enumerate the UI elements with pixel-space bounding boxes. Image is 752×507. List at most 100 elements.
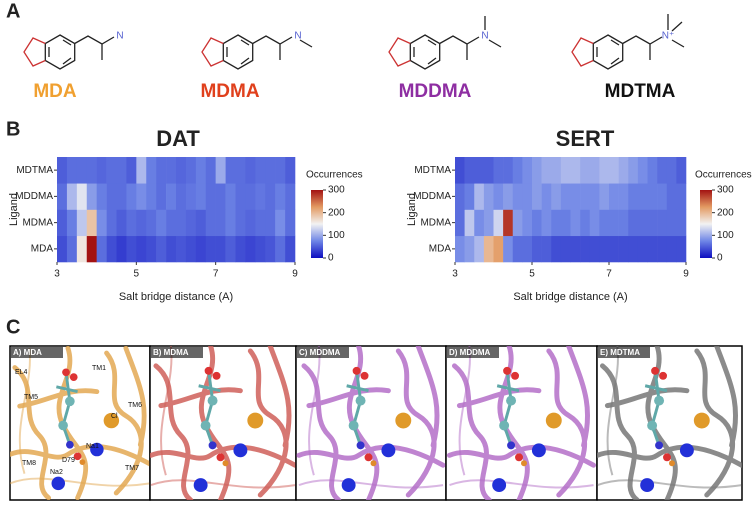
heat-cell	[245, 183, 256, 210]
y-tick-label: MDMA	[420, 217, 451, 228]
heat-cell	[275, 183, 286, 210]
y-tick-label: MDTMA	[414, 165, 451, 176]
colorbar	[311, 190, 323, 258]
heat-cell	[166, 235, 177, 263]
heat-cell	[618, 209, 629, 237]
heat-cell	[265, 235, 276, 263]
heat-cell	[618, 183, 629, 210]
heat-cell	[275, 157, 286, 184]
heat-cell	[609, 209, 619, 237]
heat-cell	[560, 157, 571, 184]
heat-cell	[86, 209, 97, 237]
heat-cell	[628, 157, 639, 184]
heat-cell	[532, 235, 542, 263]
heat-cell	[493, 183, 504, 210]
heat-cell	[483, 183, 494, 210]
heat-cell	[205, 209, 216, 237]
annotation: TM8	[22, 460, 36, 467]
heat-cell	[195, 235, 207, 263]
heat-cell	[474, 209, 485, 237]
render-label: B) MDMA	[153, 348, 189, 357]
heat-cell	[96, 157, 107, 184]
heat-cell	[676, 209, 687, 237]
colorbar-tick-label: 200	[717, 207, 734, 218]
molecule: N	[201, 31, 313, 70]
heat-cell	[225, 209, 236, 237]
atom-label: N	[481, 31, 488, 42]
heat-cell	[245, 235, 256, 263]
heat-cell	[106, 157, 117, 184]
y-tick-label: MDDMA	[15, 191, 53, 202]
heat-cell	[156, 183, 167, 210]
heat-cell	[609, 183, 619, 210]
heat-cell	[503, 235, 514, 263]
heat-cell	[116, 235, 127, 263]
heat-cell	[57, 157, 68, 184]
heat-cell	[146, 209, 157, 237]
heat-cell	[136, 209, 147, 237]
heat-cell	[580, 183, 591, 210]
heat-cell	[647, 209, 658, 237]
heat-cell	[57, 209, 68, 237]
heat-cell	[483, 209, 494, 237]
heat-cell	[599, 235, 610, 263]
x-tick-label: 7	[213, 269, 219, 280]
heat-cell	[76, 209, 88, 237]
heat-cell	[570, 235, 581, 263]
annotation: TM1	[92, 365, 106, 372]
heat-cell	[666, 183, 677, 210]
heat-cell	[66, 157, 78, 184]
heat-cell	[106, 209, 117, 237]
heat-cell	[628, 183, 639, 210]
heat-cell	[676, 157, 687, 184]
heat-cell	[599, 183, 610, 210]
heat-cell	[637, 235, 648, 263]
y-tick-label: MDA	[429, 244, 452, 255]
chart-title: SERT	[556, 126, 615, 151]
heat-cell	[647, 157, 658, 184]
render-label-bg	[11, 347, 63, 358]
annotation: TM5	[24, 394, 38, 401]
heat-cell	[205, 183, 216, 210]
heat-cell	[522, 209, 533, 237]
heat-cell	[185, 183, 197, 210]
heat-cell	[560, 183, 571, 210]
heat-cell	[541, 157, 552, 184]
heat-cell	[637, 183, 648, 210]
heat-cell	[86, 183, 97, 210]
molecule: N	[388, 16, 502, 70]
heat-cell	[235, 157, 246, 184]
heat-cell	[86, 235, 97, 263]
y-tick-label: MDDMA	[413, 191, 451, 202]
heat-cell	[185, 157, 197, 184]
heat-cell	[66, 183, 78, 210]
heat-cell	[532, 209, 542, 237]
heat-cell	[455, 157, 465, 184]
molecule-name: MDA	[33, 81, 77, 102]
heat-cell	[580, 209, 591, 237]
heat-cell	[628, 209, 639, 237]
heat-cell	[493, 209, 504, 237]
heat-cell	[146, 235, 157, 263]
heat-cell	[146, 157, 157, 184]
heat-cell	[96, 235, 107, 263]
x-tick-label: 3	[452, 269, 458, 280]
heat-cell	[541, 209, 552, 237]
heat-cell	[116, 157, 127, 184]
heat-cell	[235, 209, 246, 237]
heat-cell	[512, 235, 523, 263]
heat-cell	[657, 183, 668, 210]
annotation: EL4	[15, 369, 28, 376]
heat-cell	[245, 209, 256, 237]
heat-cell	[532, 183, 542, 210]
x-tick-label: 7	[606, 269, 612, 280]
heat-cell	[676, 183, 687, 210]
heat-cell	[541, 235, 552, 263]
annotation: TM7	[125, 465, 139, 472]
y-axis-label: Ligand	[406, 193, 418, 226]
heat-cell	[156, 209, 167, 237]
render-bg	[149, 345, 297, 501]
render-label: A) MDA	[13, 348, 42, 357]
heat-cell	[570, 157, 581, 184]
heat-cell	[285, 157, 296, 184]
